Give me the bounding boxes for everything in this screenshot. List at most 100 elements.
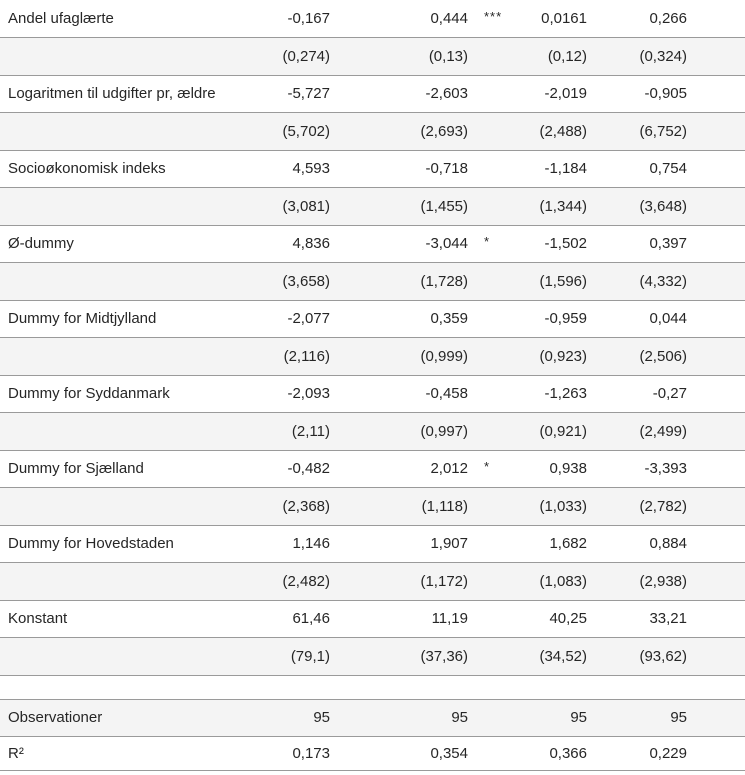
table-row: (2,482) (1,172) (1,083) (2,938) <box>0 562 745 601</box>
table-row: (0,274) (0,13) (0,12) (0,324) <box>0 37 745 76</box>
std-error-value: (1,033) <box>539 497 587 515</box>
coef-value: 0,884 <box>649 535 687 553</box>
significance-stars <box>468 188 510 226</box>
significance-stars: * <box>468 225 510 263</box>
coef-value: 0,444 <box>430 10 468 27</box>
row-label: Logaritmen til udgifter pr, ældre <box>8 85 216 103</box>
right-margin-cell <box>687 38 745 76</box>
std-error-value: (79,1) <box>290 647 330 665</box>
coef-value: 33,21 <box>649 610 687 628</box>
significance-stars <box>468 699 510 737</box>
std-error-value: (2,693) <box>420 122 468 140</box>
significance-stars: *** <box>468 0 510 38</box>
row-label <box>0 188 240 226</box>
row-label: Dummy for Midtjylland <box>8 310 157 328</box>
coef-value: 1,682 <box>549 535 587 553</box>
coef-value: -1,184 <box>544 160 587 178</box>
significance-stars <box>468 375 510 413</box>
table-row: (2,368) (1,118) (1,033) (2,782) <box>0 487 745 526</box>
right-margin-cell <box>687 563 745 601</box>
significance-stars <box>468 737 510 771</box>
coef-value: 95 <box>670 709 687 727</box>
table-row: (2,11) (0,997) (0,921) (2,499) <box>0 412 745 451</box>
table-row: Ø-dummy 4,836 -3,044 * -1,502 0,397 <box>0 225 745 263</box>
coef-value: -1,502 <box>544 235 587 253</box>
table-row: (5,702) (2,693) (2,488) (6,752) <box>0 112 745 151</box>
table-row: R² 0,173 0,354 0,366 0,229 <box>0 737 745 771</box>
coef-value: 0,0161 <box>541 10 587 27</box>
row-label <box>0 488 240 526</box>
significance-stars <box>468 525 510 563</box>
significance-stars-text: * <box>484 459 491 475</box>
table-row: Dummy for Midtjylland -2,077 0,359 -0,959 0,… <box>0 300 745 338</box>
row-label: Socioøkonomisk indeks <box>8 160 166 178</box>
row-label: Dummy for Sjælland <box>8 460 144 478</box>
significance-stars <box>468 38 510 76</box>
std-error-value: (0,12) <box>547 47 587 65</box>
std-error-value: (93,62) <box>639 647 687 665</box>
table-row: (2,116) (0,999) (0,923) (2,506) <box>0 337 745 376</box>
coef-value: -5,727 <box>287 85 330 103</box>
significance-stars <box>468 638 510 676</box>
row-label <box>0 113 240 151</box>
coef-value: 95 <box>313 709 330 727</box>
significance-stars <box>468 150 510 188</box>
coef-value: 0,397 <box>649 235 687 253</box>
row-label: Observationer <box>8 709 103 727</box>
std-error-value: (1,172) <box>420 572 468 590</box>
coef-value: 95 <box>451 709 468 727</box>
coef-value: -1,263 <box>544 385 587 403</box>
std-error-value: (2,499) <box>639 422 687 440</box>
right-margin-cell <box>687 600 745 638</box>
right-margin-cell <box>687 375 745 413</box>
significance-stars <box>468 488 510 526</box>
coef-value: 0,229 <box>649 745 687 762</box>
table-row: Dummy for Syddanmark -2,093 -0,458 -1,263 -0… <box>0 375 745 413</box>
std-error-value: (2,488) <box>539 122 587 140</box>
coef-value: -3,393 <box>644 460 687 478</box>
coef-value: 0,754 <box>649 160 687 178</box>
std-error-value: (1,455) <box>420 197 468 215</box>
significance-stars <box>468 600 510 638</box>
std-error-value: (3,648) <box>639 197 687 215</box>
table-row: (79,1) (37,36) (34,52) (93,62) <box>0 637 745 676</box>
std-error-value: (0,921) <box>539 422 587 440</box>
std-error-value: (0,999) <box>420 347 468 365</box>
std-error-value: (6,752) <box>639 122 687 140</box>
right-margin-cell <box>687 225 745 263</box>
std-error-value: (0,274) <box>282 47 330 65</box>
std-error-value: (2,11) <box>291 422 330 440</box>
std-error-value: (2,482) <box>282 572 330 590</box>
row-label: Dummy for Hovedstaden <box>8 535 174 553</box>
right-margin-cell <box>687 113 745 151</box>
coef-value: 2,012 <box>430 460 468 478</box>
significance-stars <box>468 413 510 451</box>
significance-stars <box>468 338 510 376</box>
spacer-cell <box>0 675 745 699</box>
row-label <box>0 638 240 676</box>
row-label <box>0 38 240 76</box>
std-error-value: (0,997) <box>420 422 468 440</box>
coef-value: 1,146 <box>292 535 330 553</box>
std-error-value: (0,324) <box>639 47 687 65</box>
significance-stars: * <box>468 450 510 488</box>
right-margin-cell <box>687 413 745 451</box>
row-label <box>0 263 240 301</box>
significance-stars <box>468 263 510 301</box>
coef-value: 4,836 <box>292 235 330 253</box>
row-label <box>0 413 240 451</box>
std-error-value: (4,332) <box>639 272 687 290</box>
coef-value: -3,044 <box>425 235 468 253</box>
significance-stars-text: *** <box>484 9 503 24</box>
std-error-value: (2,782) <box>639 497 687 515</box>
std-error-value: (1,118) <box>421 497 468 515</box>
table-row: Socioøkonomisk indeks 4,593 -0,718 -1,184 0,… <box>0 150 745 188</box>
coef-value: -2,603 <box>425 85 468 103</box>
coef-value: -0,27 <box>652 385 687 403</box>
table-row: Konstant 61,46 11,19 40,25 33,21 <box>0 600 745 638</box>
coef-value: -0,905 <box>644 85 687 103</box>
coef-value: 0,266 <box>649 10 687 27</box>
right-margin-cell <box>687 450 745 488</box>
coef-value: 11,19 <box>431 610 468 628</box>
